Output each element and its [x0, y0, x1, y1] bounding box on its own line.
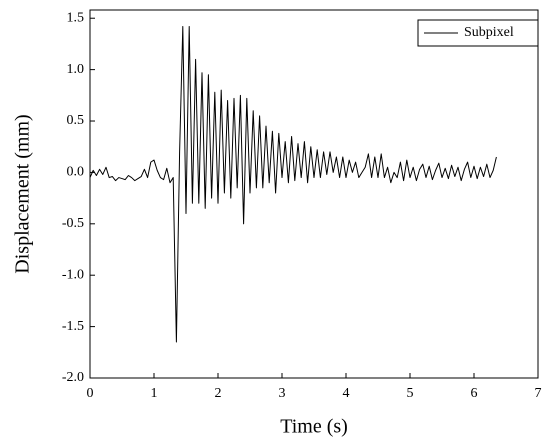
- x-tick-label: 4: [343, 386, 350, 401]
- data-line: [89, 25, 497, 343]
- y-tick-label: -2.0: [62, 370, 84, 385]
- x-tick-label: 0: [87, 386, 94, 401]
- y-tick-label: 1.0: [67, 62, 85, 77]
- y-tick-label: -1.5: [62, 319, 84, 334]
- plot-frame: [89, 9, 539, 379]
- x-tick-label: 6: [471, 386, 478, 401]
- x-tick-label: 7: [535, 386, 542, 401]
- y-tick-label: 1.5: [67, 10, 85, 25]
- x-axis-title: Time (s): [280, 416, 348, 438]
- x-tick-label: 5: [407, 386, 414, 401]
- x-tick-label: 2: [215, 386, 222, 401]
- x-tick-label: 3: [279, 386, 286, 401]
- y-axis-title: Displacement (mm): [12, 114, 34, 273]
- y-tick-label: 0.0: [67, 165, 85, 180]
- legend-label: Subpixel: [464, 25, 514, 40]
- y-tick-label: 0.5: [67, 113, 85, 128]
- y-tick-label: -1.0: [62, 267, 84, 282]
- x-tick-label: 1: [151, 386, 158, 401]
- y-tick-label: -0.5: [62, 216, 84, 231]
